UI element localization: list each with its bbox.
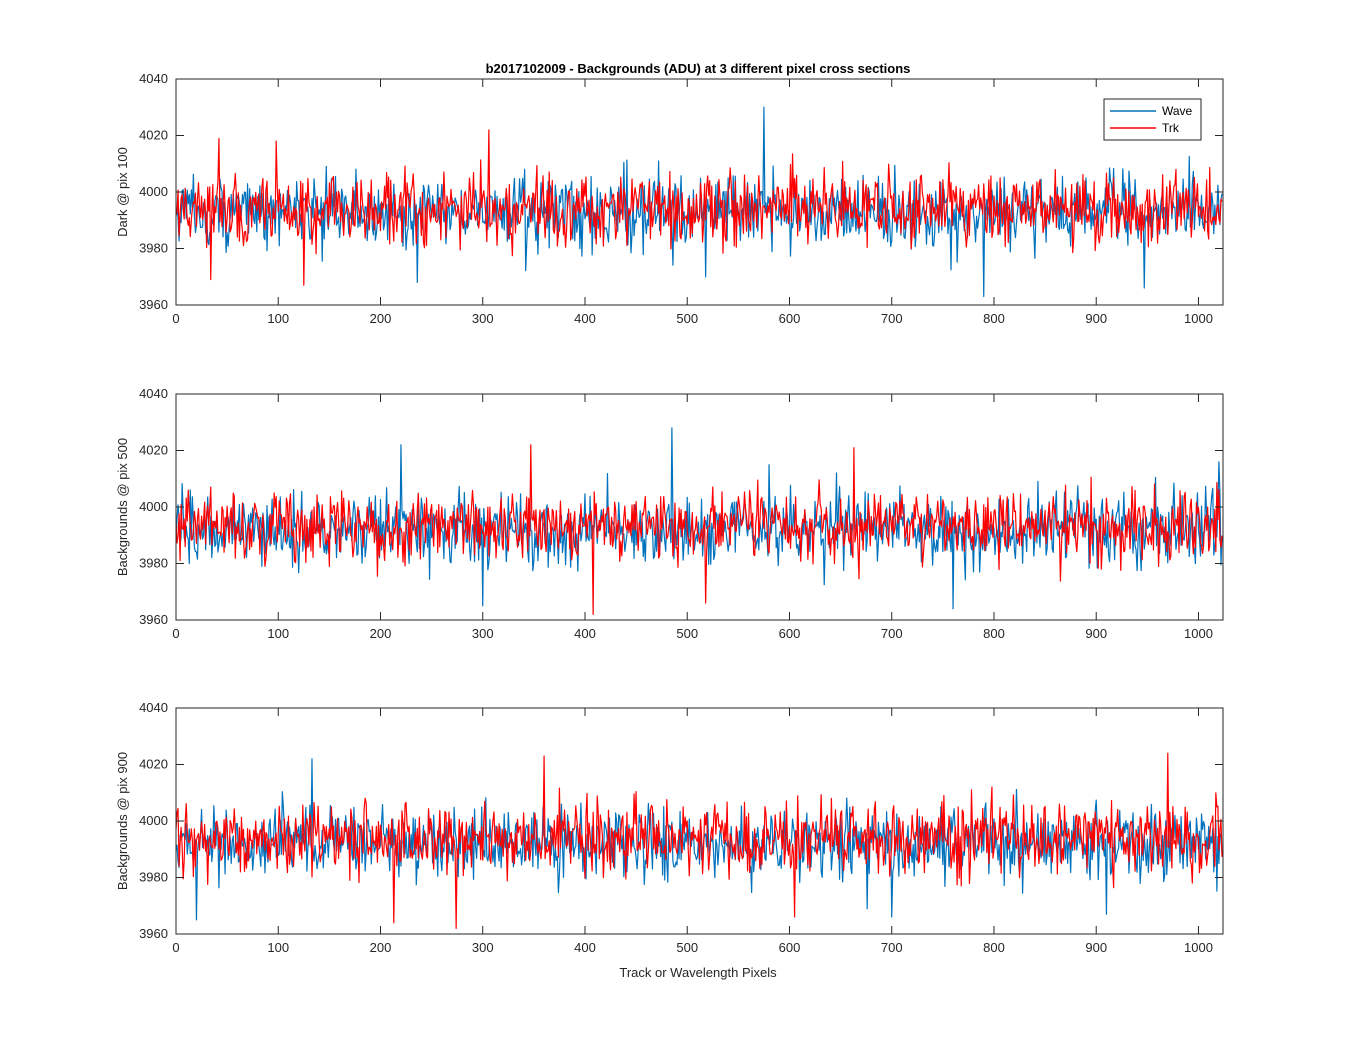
x-tick-label: 700	[881, 626, 903, 641]
x-tick-label: 300	[472, 626, 494, 641]
x-tick-label: 800	[983, 311, 1005, 326]
x-tick-label: 0	[172, 311, 179, 326]
legend: Wave Trk	[1103, 98, 1202, 141]
y-tick-label: 4040	[139, 700, 168, 715]
y-tick-label: 4000	[139, 499, 168, 514]
y-tick-label: 3960	[139, 297, 168, 312]
plot-area	[176, 79, 1223, 305]
x-tick-label: 1000	[1184, 311, 1213, 326]
legend-box	[1103, 98, 1202, 141]
x-tick-label: 0	[172, 940, 179, 955]
x-tick-label: 800	[983, 940, 1005, 955]
y-tick-label: 3980	[139, 556, 168, 571]
subplot-2: 0 100 200 300 400 500 600 700 800 900 1000 3960 3980…	[115, 386, 1224, 641]
x-tick-label: 1000	[1184, 940, 1213, 955]
y-tick-label: 4000	[139, 184, 168, 199]
x-tick-label: 600	[779, 940, 801, 955]
x-tick-label: 500	[676, 626, 698, 641]
x-tick-label: 900	[1085, 940, 1107, 955]
x-tick-label: 1000	[1184, 626, 1213, 641]
series-line-trk	[176, 752, 1223, 929]
series-line-trk	[176, 444, 1223, 615]
legend-label-wave: Wave	[1162, 104, 1193, 118]
y-tick-label: 4020	[139, 443, 168, 458]
x-tick-label: 500	[676, 311, 698, 326]
x-tick-label: 0	[172, 626, 179, 641]
legend-label-trk: Trk	[1162, 121, 1180, 135]
x-tick-label: 200	[370, 626, 392, 641]
subplot-1: 0 100 200 300 400 500 600 700 800 900 1000 3960 3980…	[115, 71, 1224, 326]
x-tick-label: 600	[779, 311, 801, 326]
y-axis-label: Backgrounds @ pix 900	[115, 752, 130, 890]
x-tick-label: 900	[1085, 311, 1107, 326]
x-tick-label: 400	[574, 626, 596, 641]
x-tick-label: 100	[267, 940, 289, 955]
y-tick-label: 4000	[139, 813, 168, 828]
x-tick-label: 200	[370, 311, 392, 326]
x-tick-label: 400	[574, 940, 596, 955]
x-tick-label: 300	[472, 311, 494, 326]
x-tick-label: 200	[370, 940, 392, 955]
x-tick-label: 400	[574, 311, 596, 326]
y-tick-label: 3980	[139, 870, 168, 885]
x-tick-label: 300	[472, 940, 494, 955]
y-tick-label: 4040	[139, 71, 168, 86]
x-tick-label: 700	[881, 311, 903, 326]
figure-title: b2017102009 - Backgrounds (ADU) at 3 dif…	[486, 61, 911, 76]
series-line-trk	[176, 129, 1223, 286]
x-tick-label: 500	[676, 940, 698, 955]
y-tick-label: 4020	[139, 128, 168, 143]
y-tick-label: 4020	[139, 757, 168, 772]
x-tick-label: 100	[267, 311, 289, 326]
x-tick-label: 100	[267, 626, 289, 641]
y-tick-label: 3960	[139, 612, 168, 627]
x-tick-label: 800	[983, 626, 1005, 641]
y-tick-label: 3960	[139, 926, 168, 941]
y-tick-label: 3980	[139, 241, 168, 256]
subplot-3: 0 100 200 300 400 500 600 700 800 900 1000 3960 3980…	[115, 700, 1224, 955]
y-axis-label: Backgrounds @ pix 500	[115, 438, 130, 576]
y-tick-label: 4040	[139, 386, 168, 401]
x-tick-label: 700	[881, 940, 903, 955]
y-axis-label: Dark @ pix 100	[115, 147, 130, 237]
x-tick-label: 600	[779, 626, 801, 641]
x-axis-label: Track or Wavelength Pixels	[619, 965, 777, 980]
x-tick-label: 900	[1085, 626, 1107, 641]
